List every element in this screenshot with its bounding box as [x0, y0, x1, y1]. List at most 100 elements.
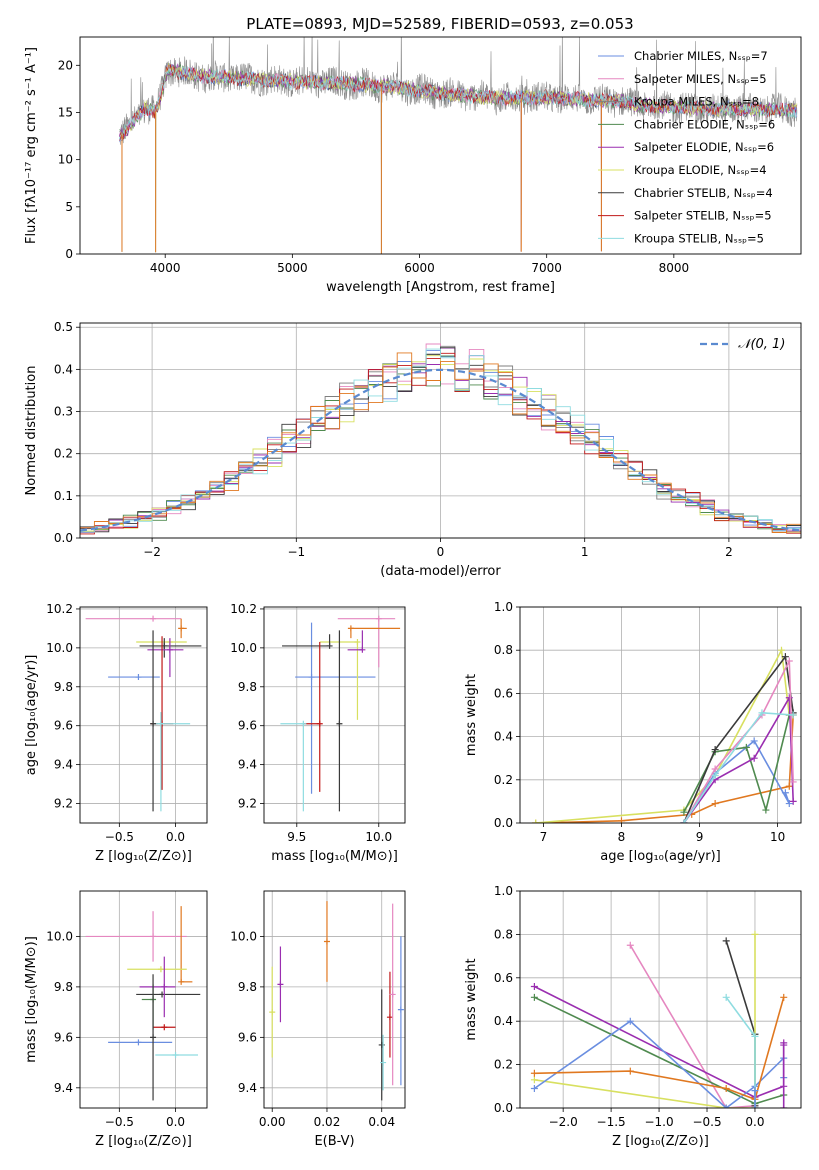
legend-label: Salpeter ELODIE, Nₛₛₚ=6 [634, 140, 774, 154]
y-tick-label: 5 [65, 200, 73, 214]
errorbar-marker [150, 615, 157, 622]
errorbar-marker [380, 1059, 387, 1066]
mass-weight-marker [626, 941, 634, 949]
errorbar-marker [178, 625, 185, 632]
x-tick-label: 0.04 [368, 1115, 395, 1129]
mass-weight-marker [750, 754, 758, 762]
x-tick-label: −0.5 [105, 830, 134, 844]
legend-label: Chabrier MILES, Nₛₛₚ=7 [634, 49, 768, 63]
plot-area [532, 646, 797, 823]
x-tick-label: −0.5 [692, 1115, 721, 1129]
errorbar-marker [378, 1041, 385, 1048]
mass-weight-marker [781, 789, 789, 797]
mass-weight-line [534, 934, 756, 1108]
y-tick-label: 0.0 [494, 1101, 513, 1115]
errorbar-marker [157, 966, 164, 973]
x-tick-label: 10 [770, 830, 785, 844]
histogram-step [80, 352, 801, 533]
chart-mass-vs-EBV: 0.00 0.02 0.04 9.4 9.6 9.8 10.0 E(B-V) [230, 890, 406, 1149]
x-tick-label: 8000 [659, 261, 690, 275]
y-axis-label: age [log₁₀(age/yr)] [24, 655, 39, 776]
mass-weight-marker [750, 737, 758, 745]
mass-weight-marker [751, 1032, 759, 1040]
mass-weight-line [683, 694, 794, 823]
mass-weight-marker [617, 817, 625, 823]
y-tick-label: 10.2 [46, 602, 73, 616]
y-tick-label: 9.4 [54, 758, 73, 772]
mass-weight-marker [789, 778, 797, 786]
chart-spectrum: 4000 5000 6000 7000 8000 0 5 10 15 20 wavelength [… [24, 36, 802, 295]
errorbar-marker [277, 981, 284, 988]
axes-frame [79, 36, 802, 255]
mass-weight-marker [530, 982, 538, 990]
legend-label: Kroupa STELIB, Nₛₛₚ=5 [634, 231, 764, 245]
figure-title: PLATE=0893, MJD=52589, FIBERID=0593, z=0… [246, 15, 633, 33]
x-tick-label: 9 [696, 830, 704, 844]
x-tick-label: 6000 [404, 261, 435, 275]
legend-label: Salpeter MILES, Nₛₛₚ=5 [634, 72, 767, 86]
y-tick-label: 10.0 [230, 641, 257, 655]
chart-mass-vs-Z: −0.5 0.0 9.4 9.6 9.8 10.0 Z [log₁₀(Z/Z⊙)] mass … [24, 890, 208, 1149]
mass-weight-marker [751, 930, 759, 938]
errorbar-marker [178, 978, 185, 985]
y-axis-label: mass weight [464, 674, 479, 756]
x-tick-label: 1 [581, 545, 589, 559]
errorbar-marker [161, 1024, 168, 1031]
x-tick-label: −1 [287, 545, 305, 559]
mass-weight-marker [532, 819, 540, 823]
x-axis-label: wavelength [Angstrom, rest frame] [326, 280, 555, 295]
errorbar-marker [336, 720, 343, 727]
y-tick-label: 0.5 [54, 320, 73, 334]
x-axis-label: age [log₁₀(age/yr)] [600, 849, 721, 864]
y-tick-label: 9.6 [238, 719, 257, 733]
plot-area [530, 930, 788, 1108]
errorbar-marker [354, 639, 361, 646]
x-tick-label: −1.0 [644, 1115, 673, 1129]
errorbar-marker [150, 933, 157, 940]
x-axis-label: mass [log₁₀(M/M⊙)] [271, 849, 398, 864]
y-tick-label: 15 [58, 105, 73, 119]
chart-mass-weight-vs-Z: −2.0 −1.5 −1.0 −0.5 0.0 0.0 0.2 0.4 0.6 0.8 1.0 Z [… [464, 884, 802, 1149]
axes-frame [263, 890, 406, 1109]
errorbar-marker [316, 720, 323, 727]
normal-reference-curve [80, 368, 801, 532]
chart-age-vs-Z: −0.5 0.0 9.2 9.4 9.6 9.8 10.0 10.2 Z [log₁₀(Z/Z⊙… [24, 602, 208, 864]
x-tick-label: 7000 [531, 261, 562, 275]
y-tick-label: 9.4 [54, 1081, 73, 1095]
y-axis-label: Flux [fλ10⁻¹⁷ erg cm⁻² s⁻¹ A⁻¹] [24, 47, 39, 244]
y-tick-label: 0.6 [494, 686, 513, 700]
errorbar-marker [166, 646, 173, 653]
mass-weight-marker [680, 808, 688, 816]
x-tick-label: −1.5 [597, 1115, 626, 1129]
errorbar-marker [326, 642, 333, 649]
y-tick-label: 0.2 [54, 447, 73, 461]
x-tick-label: −2.0 [549, 1115, 578, 1129]
mass-weight-marker [780, 993, 788, 1001]
y-tick-label: 0.8 [494, 643, 513, 657]
y-tick-label: 0.4 [54, 362, 73, 376]
errorbar-marker [135, 674, 142, 681]
mass-weight-marker [626, 1067, 634, 1075]
x-tick-label: 0.02 [314, 1115, 341, 1129]
mass-weight-marker [785, 694, 793, 702]
mass-weight-marker [742, 743, 750, 751]
y-axis-label: Normed distribution [24, 366, 39, 496]
errorbar-marker [359, 646, 366, 653]
y-tick-label: 10.2 [230, 602, 257, 616]
axes-frame [79, 890, 208, 1109]
x-axis-label: (data-model)/error [380, 564, 501, 579]
x-tick-label: −2 [143, 545, 161, 559]
mass-weight-line [725, 940, 756, 1106]
y-tick-label: 0.1 [54, 489, 73, 503]
errorbar-marker [347, 625, 354, 632]
legend-label: Chabrier STELIB, Nₛₛₚ=4 [634, 186, 773, 200]
axes-frame [263, 606, 406, 824]
mass-weight-marker [785, 782, 793, 790]
x-tick-label: 2 [725, 545, 733, 559]
mass-weight-marker [680, 819, 688, 823]
mass-weight-marker [780, 1041, 788, 1049]
legend-label: Salpeter STELIB, Nₛₛₚ=5 [634, 209, 772, 223]
y-axis-label: mass weight [464, 958, 479, 1040]
x-axis-label: Z [log₁₀(Z/Z⊙)] [95, 1134, 192, 1149]
plot-area [119, 37, 798, 254]
